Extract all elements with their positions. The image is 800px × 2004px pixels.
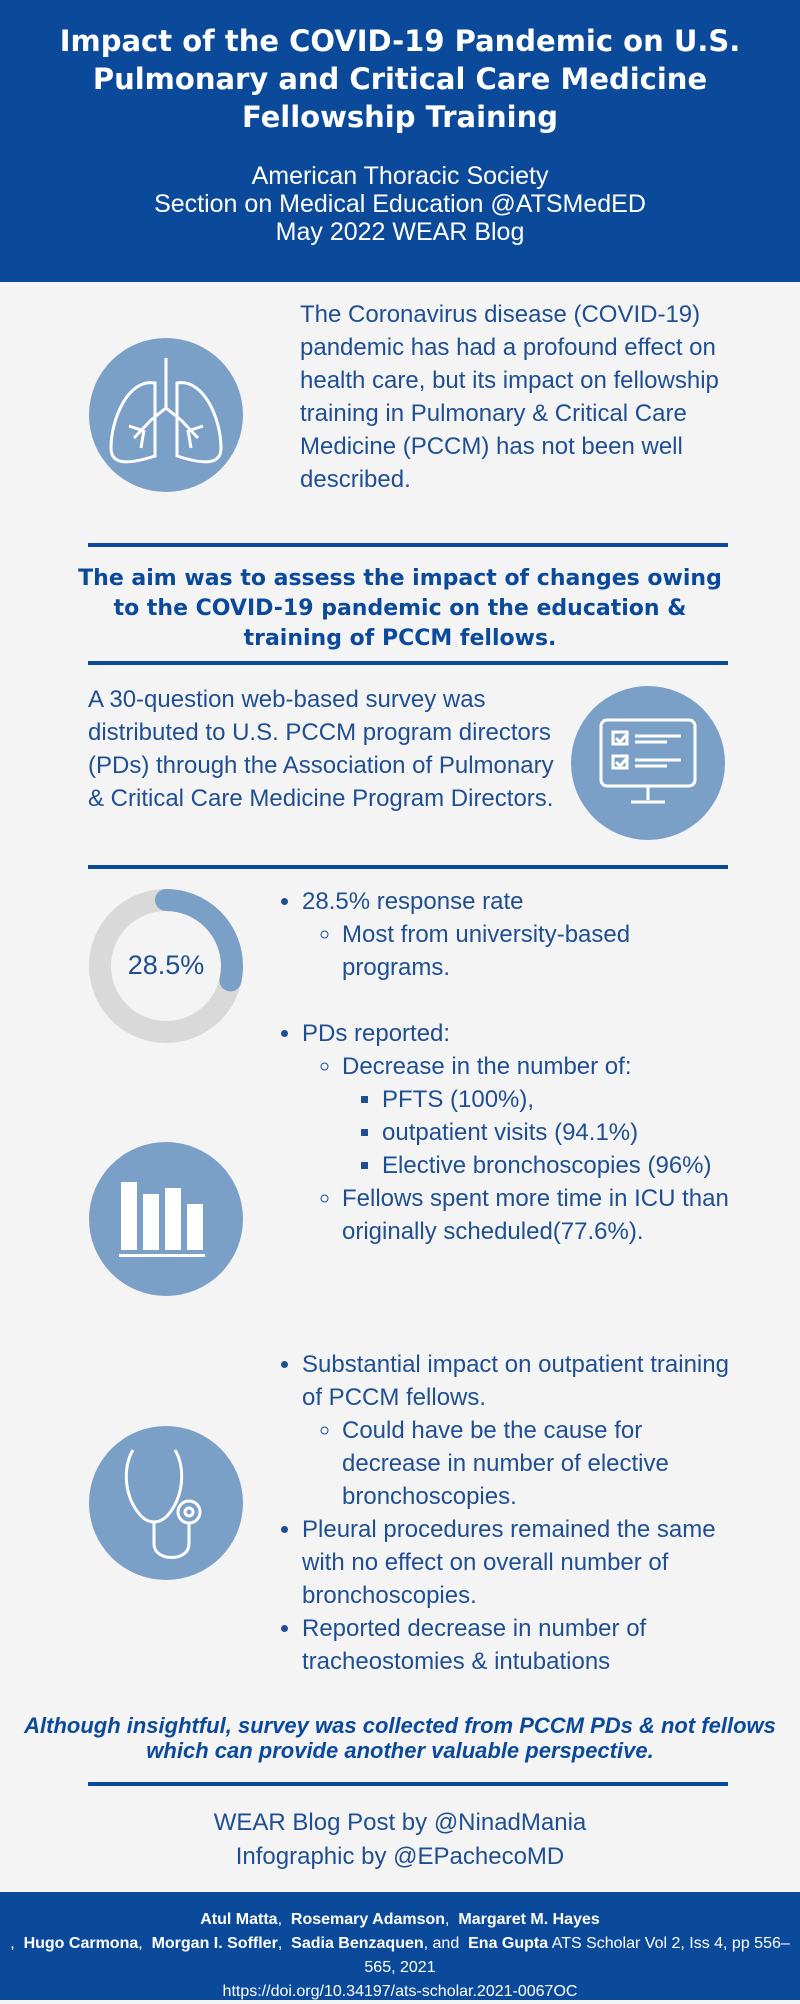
author-name: Morgan I. Soffler — [151, 1935, 278, 1952]
doi: https://doi.org/10.34197/ats-scholar.202… — [222, 1983, 578, 2000]
separator: , — [10, 1935, 24, 1952]
stethoscope-icon — [89, 1426, 243, 1580]
lungs-svg — [109, 358, 223, 464]
author-name: Sadia Benzaquen — [291, 1935, 424, 1952]
credits: WEAR Blog Post by @NinadMania Infographi… — [0, 1806, 800, 1874]
conclusion: Although insightful, survey was collecte… — [24, 1713, 776, 1763]
survey-icon — [571, 686, 725, 840]
bullet: Most from university-based programs. — [342, 918, 736, 984]
header-band — [0, 0, 800, 282]
findings-3: Substantial impact on outpatient trainin… — [276, 1348, 736, 1678]
separator: , — [277, 1935, 292, 1952]
donut-label: 28.5% — [128, 950, 205, 980]
bullet-text: Elective bronchoscopies (96%) — [382, 1152, 712, 1179]
separator: , — [138, 1935, 152, 1952]
citation: ATS Scholar Vol 2, Iss 4, pp 556–565, 20… — [364, 1935, 790, 1976]
findings-1: 28.5% response rate Most from university… — [276, 885, 736, 984]
subtitle-line: May 2022 WEAR Blog — [275, 218, 525, 246]
bullet: Decrease in the number of: PFTS (100%), … — [342, 1050, 736, 1182]
monitor-svg — [599, 718, 697, 804]
bullet: PFTS (100%), — [382, 1083, 736, 1116]
bullet-text: Most from university-based programs. — [342, 921, 631, 981]
title: Impact of the COVID-19 Pandemic on U.S. … — [59, 24, 741, 134]
footer: Atul Matta, Rosemary Adamson, Margaret M… — [0, 1892, 800, 2000]
bullet: PDs reported: Decrease in the number of:… — [302, 1017, 736, 1248]
bullet: Fellows spent more time in ICU than orig… — [342, 1182, 736, 1248]
bullet: Could have be the cause for decrease in … — [342, 1414, 736, 1513]
credit-line: Infographic by @EPachecoMD — [235, 1843, 565, 1870]
bullet-text: Decrease in the number of: — [342, 1053, 632, 1080]
bullet: Elective bronchoscopies (96%) — [382, 1149, 736, 1182]
subtitle-line: Section on Medical Education @ATSMedED — [154, 190, 646, 218]
stethoscope-svg — [124, 1449, 202, 1559]
bullet-text: Reported decrease in number of tracheost… — [302, 1615, 647, 1675]
separator: , — [445, 1911, 459, 1928]
author-name: Rosemary Adamson — [290, 1911, 446, 1928]
findings-2: PDs reported: Decrease in the number of:… — [276, 1017, 736, 1248]
lungs-icon — [89, 338, 243, 492]
aim-text: The aim was to assess the impact of chan… — [78, 566, 722, 651]
separator: , — [277, 1911, 291, 1928]
survey-text: A 30-question web-based survey was distr… — [88, 686, 554, 812]
author-name: Atul Matta — [200, 1911, 278, 1928]
author-name: Margaret M. Hayes — [458, 1911, 600, 1928]
bullet-text: Could have be the cause for decrease in … — [342, 1417, 669, 1510]
author-name: Ena Gupta — [468, 1935, 549, 1952]
bullet: Pleural procedures remained the same wit… — [302, 1513, 736, 1612]
divider — [88, 865, 728, 869]
credit-line: WEAR Blog Post by @NinadMania — [213, 1809, 587, 1836]
bullet: Substantial impact on outpatient trainin… — [302, 1348, 736, 1513]
divider — [88, 661, 728, 665]
bullet-text: PDs reported: — [302, 1020, 451, 1047]
bar-icon — [89, 1142, 243, 1296]
bullet-text: outpatient visits (94.1%) — [382, 1119, 639, 1146]
bullet-text: Fellows spent more time in ICU than orig… — [342, 1185, 729, 1245]
subtitle-line: American Thoracic Society — [251, 162, 549, 190]
divider — [88, 1782, 728, 1786]
intro-text: The Coronavirus disease (COVID-19) pande… — [300, 301, 719, 493]
bullet: 28.5% response rate Most from university… — [302, 885, 736, 984]
author-line: Atul Matta, Rosemary Adamson, Margaret M… — [0, 1908, 800, 1980]
divider — [88, 543, 728, 547]
bullet: outpatient visits (94.1%) — [382, 1116, 736, 1149]
donut-arc — [89, 889, 243, 1043]
bullet-text: PFTS (100%), — [382, 1086, 535, 1113]
bar-svg — [119, 1182, 205, 1257]
donut: 28.5% — [89, 889, 243, 1043]
author-name: Hugo Carmona — [23, 1935, 139, 1952]
bullet-text: 28.5% response rate — [302, 888, 524, 915]
bullet-text: Substantial impact on outpatient trainin… — [302, 1351, 729, 1411]
separator: , and — [423, 1935, 469, 1952]
subtitle: American Thoracic Society Section on Med… — [30, 162, 770, 246]
bullet: Reported decrease in number of tracheost… — [302, 1612, 736, 1678]
bullet-text: Pleural procedures remained the same wit… — [302, 1516, 716, 1609]
